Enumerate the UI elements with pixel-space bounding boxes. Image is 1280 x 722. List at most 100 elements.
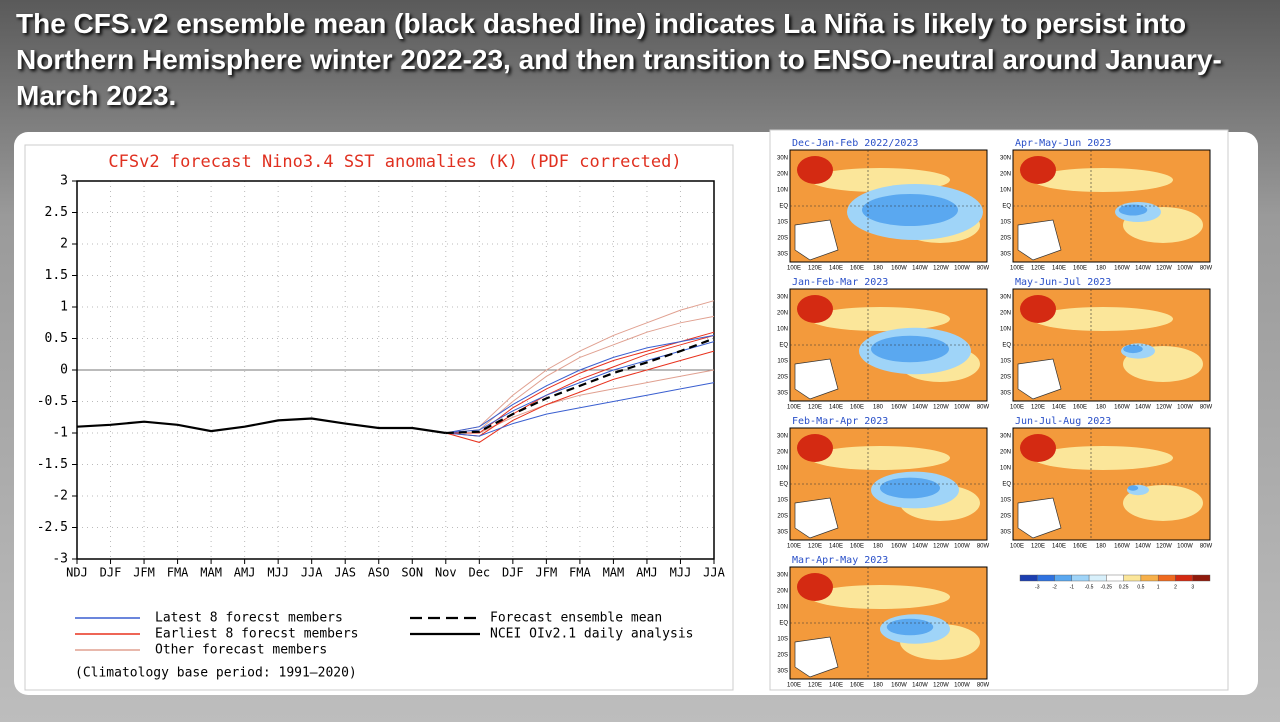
colorbar-label: 0.5 [1137, 584, 1144, 590]
map-lon-label: 100E [1010, 266, 1024, 272]
colorbar-cell [1088, 574, 1107, 582]
x-tick-label: JFM [133, 566, 155, 580]
map-lat-label: 30S [777, 252, 788, 258]
map-lon-label: 100E [787, 544, 801, 550]
map-field [1033, 446, 1173, 470]
map-lon-label: 100W [954, 544, 970, 550]
map-land [794, 636, 839, 678]
map-lon-label: 120W [933, 683, 949, 689]
colorbar-label: 3 [1191, 584, 1194, 590]
map-lon-label: 100E [787, 683, 801, 689]
map-lat-label: 20S [777, 236, 788, 242]
map-lon-label: 180 [873, 266, 884, 272]
map-lon-label: 160E [850, 683, 864, 689]
map-lon-label: 140E [1052, 405, 1066, 411]
map-title: Feb-Mar-Apr 2023 [792, 416, 888, 427]
legend-label: Latest 8 forecst members [155, 611, 343, 626]
map-lon-label: 100W [1177, 544, 1193, 550]
map-lon-label: 140W [1135, 405, 1151, 411]
legend-label: Forecast ensemble mean [490, 611, 662, 626]
map-lon-label: 180 [1096, 266, 1107, 272]
colorbar-cell [1019, 574, 1038, 582]
map-lon-label: 140W [912, 544, 928, 550]
map-lon-label: 160W [891, 683, 907, 689]
map-field [862, 194, 958, 226]
x-tick-label: FMA [167, 566, 189, 580]
member-line [445, 382, 715, 437]
map-lon-label: 160E [850, 405, 864, 411]
map-lat-label: 20S [777, 375, 788, 381]
map-lon-label: 120E [808, 544, 822, 550]
map-lon-label: 80W [977, 683, 990, 689]
colorbar-label: -1 [1070, 584, 1075, 590]
member-line [445, 334, 715, 434]
map-lat-label: 30N [1000, 295, 1011, 301]
x-tick-label: JAS [334, 566, 356, 580]
map-title: Jan-Feb-Mar 2023 [792, 277, 888, 288]
slide-title: The CFS.v2 ensemble mean (black dashed l… [16, 8, 1222, 111]
colorbar-label: -2 [1052, 584, 1057, 590]
y-tick-label: 1 [60, 300, 68, 315]
map-lat-label: 10S [777, 220, 788, 226]
map-land [794, 219, 839, 261]
map-lon-label: 80W [1200, 405, 1213, 411]
map-lat-label: 20N [777, 450, 788, 456]
colorbar-cell [1071, 574, 1090, 582]
map-lat-label: 20S [1000, 514, 1011, 520]
map-lon-label: 120E [1031, 266, 1045, 272]
y-tick-label: 1.5 [45, 268, 68, 283]
map-lat-label: 20N [1000, 311, 1011, 317]
legend-label: NCEI OIv2.1 daily analysis [490, 627, 694, 642]
y-tick-label: -3 [52, 552, 68, 567]
map-lat-label: 10N [1000, 188, 1011, 194]
map-lat-label: 20N [777, 172, 788, 178]
map-lon-label: 100W [1177, 266, 1193, 272]
map-lon-label: 140W [912, 266, 928, 272]
map-lat-label: 30S [1000, 391, 1011, 397]
map-lat-label: 10N [777, 605, 788, 611]
map-lon-label: 140W [1135, 544, 1151, 550]
member-line [445, 334, 715, 437]
map-lat-label: 20S [777, 514, 788, 520]
map-lon-label: 80W [1200, 544, 1213, 550]
map-field [886, 618, 934, 636]
x-tick-label: DJF [100, 566, 122, 580]
x-tick-label: SON [401, 566, 423, 580]
map-lon-label: 100W [954, 405, 970, 411]
y-tick-label: -2 [52, 489, 68, 504]
map-lat-label: 20S [1000, 236, 1011, 242]
y-tick-label: -2.5 [37, 520, 68, 535]
map-lat-label: 10S [1000, 220, 1011, 226]
x-tick-label: MAM [200, 566, 222, 580]
map-field [1118, 204, 1148, 216]
x-tick-label: MJJ [267, 566, 289, 580]
map-lon-label: 140W [1135, 266, 1151, 272]
map-lon-label: 160W [1114, 544, 1130, 550]
x-tick-label: AMJ [234, 566, 256, 580]
map-field [1020, 156, 1056, 184]
map-lon-label: 160W [891, 405, 907, 411]
member-line [445, 315, 715, 434]
map-lat-label: EQ [1002, 204, 1011, 210]
colorbar-label: -0.25 [1101, 584, 1113, 590]
x-tick-label: JJA [703, 566, 725, 580]
y-tick-label: -1.5 [37, 457, 68, 472]
y-tick-label: 0.5 [45, 331, 68, 346]
map-field [810, 585, 950, 609]
member-line [445, 350, 715, 443]
map-lon-label: 140E [829, 266, 843, 272]
map-lon-label: 100E [787, 405, 801, 411]
map-lat-label: EQ [779, 204, 788, 210]
map-lon-label: 140E [829, 683, 843, 689]
colorbar-cell [1175, 574, 1193, 582]
x-tick-label: Dec [468, 566, 490, 580]
colorbar-cell [1106, 574, 1124, 582]
colorbar-cell [1123, 574, 1142, 582]
map-lat-label: 20N [777, 589, 788, 595]
map-title: Mar-Apr-May 2023 [792, 555, 888, 566]
x-tick-label: AMJ [636, 566, 658, 580]
map-lat-label: 30S [777, 530, 788, 536]
map-land [1017, 497, 1062, 539]
map-field [797, 434, 833, 462]
map-lon-label: 160W [1114, 405, 1130, 411]
